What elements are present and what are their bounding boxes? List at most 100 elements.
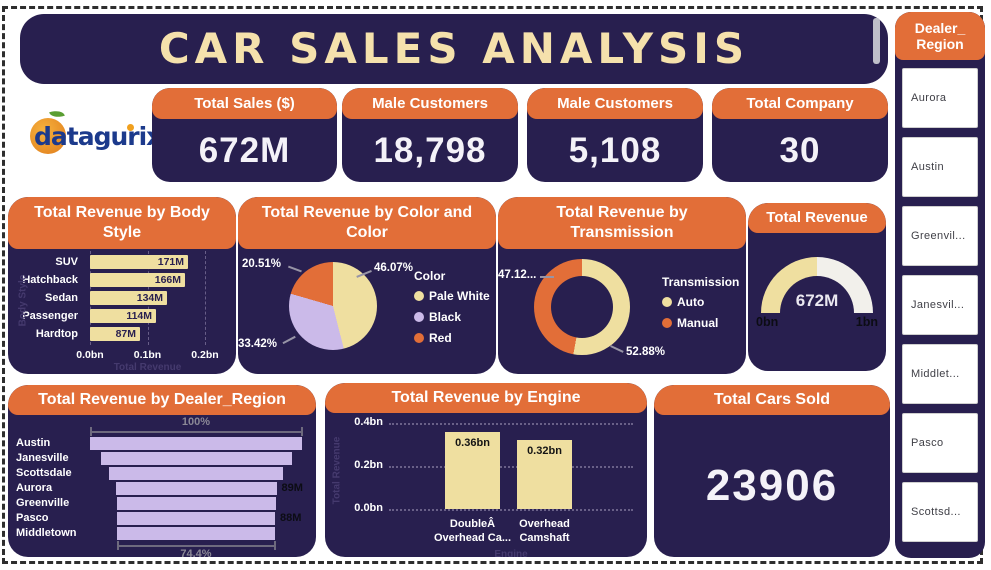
bar-value-label: 114M [126,310,152,322]
gridline [389,466,633,468]
category-label: Hatchback [22,274,78,286]
bar-value-label: 166M [154,274,181,286]
legend-dot-icon [414,291,424,301]
category-label: Pasco [16,512,49,524]
logo-text: datagurix [34,122,162,151]
slice-label: 20.51% [242,258,282,270]
dealer-region-option[interactable]: Middlet... [902,344,978,404]
pie-chart[interactable] [289,262,377,350]
y-axis-title: Body Style [17,274,29,327]
bar-value-label: 0.32bn [527,445,562,457]
scrollbar-pill[interactable] [873,18,880,64]
orange-fruit-icon [30,118,66,154]
bar-value-label: 0.36bn [455,437,490,449]
category-label: Austin [16,437,51,449]
kpi-value: 18,798 [373,130,487,170]
category-label: Scottsdale [16,467,72,479]
bar[interactable]: 166M [90,273,185,287]
x-tick-label: 0.0bn [76,349,104,361]
legend-item[interactable]: Auto [662,295,704,309]
kpi-value: 672M [198,130,291,170]
donut-chart[interactable] [534,259,630,355]
y-tick-label: 0.4bn [354,416,383,428]
bar-value-label: 88M [280,512,302,524]
slicer-header: Dealer_ Region [895,12,985,60]
category-label: Hardtop [35,328,78,340]
dealer-region-option[interactable]: Aurora [902,68,978,128]
category-label: Sedan [44,292,78,304]
category-label: Janesville [16,452,69,464]
bar-value-label: 87M [115,328,136,340]
chart-card-total-revenue-gauge: Total Revenue 672M 0bn 1bn [748,203,886,371]
slice-label: 46.07% [374,262,414,274]
legend-dot-icon [662,318,672,328]
legend-dot-icon [414,312,424,322]
funnel-bar[interactable] [100,452,292,465]
funnel-bar[interactable] [117,512,275,525]
dealer-region-option[interactable]: Greenvil... [902,206,978,266]
legend-label: Pale White [429,289,490,303]
dealer-region-option[interactable]: Janesvil... [902,275,978,335]
bar-value-label: 89M [281,482,303,494]
slicer-title-line2: Region [916,36,964,52]
gauge-arc [761,257,873,313]
dealer-region-option[interactable]: Scottsd... [902,482,978,542]
x-tick-label: DoubleÂ Overhead Ca... [433,518,512,545]
kpi-card-total-sales: Total Sales ($) 672M [152,88,337,182]
gauge-max-label: 1bn [855,315,878,329]
gauge-min-label: 0bn [756,315,779,329]
bar-value-label: 171M [157,256,184,268]
kpi-header: Male Customers [527,88,703,119]
legend-item[interactable]: Black [414,310,461,324]
chart-card-engine: Total Revenue by Engine 0.0bn 0.2bn 0.4bn 0… [325,383,647,557]
label-leader-line [610,345,624,353]
legend-item[interactable]: Pale White [414,289,490,303]
legend-item[interactable]: Manual [662,316,718,330]
dealer-region-option[interactable]: Pasco [902,413,978,473]
y-tick-label: 0.0bn [354,502,383,514]
kpi-header: Male Customers [342,88,518,119]
legend-title: Color [414,269,446,283]
card-header: Total Revenue by Transmission [498,197,746,249]
gridline [389,509,633,511]
chart-card-dealer-region-funnel: Total Revenue by Dealer_Region 100% Austi… [8,385,316,557]
legend-item[interactable]: Red [414,331,452,345]
legend-title: Transmission [662,275,740,289]
card-header: Total Revenue by Color and Color [238,197,496,249]
card-header: Total Cars Sold [654,385,890,415]
legend-label: Auto [677,295,705,309]
card-header: Total Revenue by Engine [325,383,647,413]
title-bar: CAR SALES ANALYSIS [20,14,888,84]
funnel-bar[interactable] [90,437,302,450]
page-title: CAR SALES ANALYSIS [158,24,750,73]
bar[interactable]: 134M [90,291,167,305]
bar[interactable]: 171M [90,255,188,269]
body-style-bar-chart: 0.0bn 0.1bn 0.2bn SUV 171M Hatchback 166M Sedan… [8,249,236,374]
bar[interactable] [445,432,500,509]
total-cars-sold-value: 23906 [705,461,839,510]
card-header: Total Revenue by Body Style [8,197,236,249]
gridline [205,251,206,345]
legend-dot-icon [662,297,672,307]
kpi-header: Total Company [712,88,888,119]
logo-i-dot-icon [127,124,134,131]
x-tick-label: 0.1bn [133,349,162,361]
category-label: Passenger [22,310,78,322]
funnel-bar[interactable] [115,482,277,495]
x-tick-label: Overhead Camshaft [519,518,570,545]
bracket-tick [274,541,276,550]
gridline [389,423,633,425]
dealer-region-option[interactable]: Austin [902,137,978,197]
chart-card-total-cars-sold: Total Cars Sold 23906 [654,385,890,557]
bar[interactable]: 114M [90,309,156,323]
funnel-bar[interactable] [116,497,276,510]
bar[interactable]: 87M [90,327,140,341]
funnel-bottom-label: 74.4% [180,548,212,557]
dealer-region-slicer: Dealer_ Region Aurora Austin Greenvil... Ja… [895,12,985,558]
legend-label: Red [429,331,452,345]
funnel-bar[interactable] [117,527,275,540]
funnel-bar[interactable] [109,467,283,480]
bar[interactable] [517,440,572,509]
donut-hole [551,276,613,338]
